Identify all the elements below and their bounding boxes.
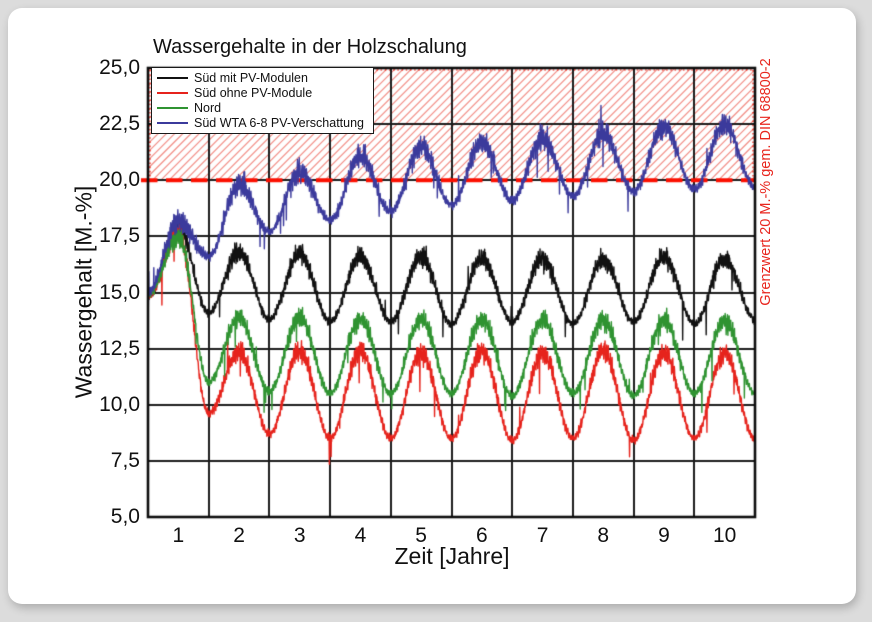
x-tick-label: 4 xyxy=(354,524,367,547)
y-tick-label: 12,5 xyxy=(99,336,140,360)
legend-label: Süd ohne PV-Module xyxy=(194,85,313,100)
x-tick-label: 10 xyxy=(712,524,737,547)
legend-line-sample-nord xyxy=(157,106,188,109)
x-tick-label: 9 xyxy=(658,524,670,547)
y-tick-label: 20,0 xyxy=(99,168,140,192)
y-axis-title: Wassergehalt [M.-%] xyxy=(70,185,97,399)
legend-line-sample-sued-ohne-pv xyxy=(157,91,188,94)
limit-line-label: Grenzwert 20 M.-% gem. DIN 68800-2 xyxy=(758,58,774,306)
x-tick-label: 5 xyxy=(415,524,427,547)
legend: Süd mit PV-Modulen Süd ohne PV-Module No… xyxy=(151,67,374,134)
legend-label: Süd WTA 6-8 PV-Verschattung xyxy=(194,115,364,130)
y-tick-label: 5,0 xyxy=(110,505,140,528)
legend-item: Süd mit PV-Modulen xyxy=(155,70,370,85)
y-tick-label: 22,5 xyxy=(99,112,140,136)
legend-label: Süd mit PV-Modulen xyxy=(194,70,308,85)
legend-item: Nord xyxy=(155,100,370,115)
x-tick-label: 3 xyxy=(293,524,306,547)
y-tick-label: 7,5 xyxy=(110,448,140,472)
x-axis-title: Zeit [Jahre] xyxy=(394,543,510,569)
x-tick-label: 2 xyxy=(233,524,245,547)
x-tick-label: 6 xyxy=(476,524,488,547)
legend-item: Süd WTA 6-8 PV-Verschattung xyxy=(155,115,370,130)
legend-line-sample-sued-wta xyxy=(157,121,188,124)
legend-label: Nord xyxy=(194,100,222,115)
x-tick-label: 7 xyxy=(536,524,549,547)
y-tick-label: 15,0 xyxy=(99,280,140,304)
x-tick-label: 1 xyxy=(172,524,185,547)
x-tick-label: 8 xyxy=(597,524,610,547)
y-tick-label: 25,0 xyxy=(99,56,140,79)
legend-line-sample-sued-mit-pv xyxy=(157,76,188,79)
legend-item: Süd ohne PV-Module xyxy=(155,85,370,100)
chart-title: Wassergehalte in der Holzschalung xyxy=(153,36,467,58)
y-tick-label: 17,5 xyxy=(99,224,140,248)
y-tick-label: 10,0 xyxy=(99,392,140,416)
